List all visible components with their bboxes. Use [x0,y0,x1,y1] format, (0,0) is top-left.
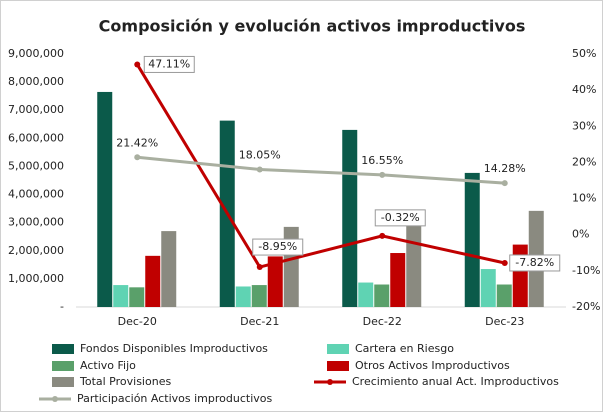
legend-label: Participación Activos improductivos [77,392,272,405]
bar [480,269,496,307]
line-point [256,264,263,271]
bar [342,129,358,307]
x-tick-label: Dec-21 [240,315,279,328]
x-tick-label: Dec-23 [485,315,524,328]
bar [406,217,422,307]
bar [235,286,251,307]
line-point [256,166,263,173]
label-box [509,254,561,272]
line-series [137,155,505,185]
y-tick-label: 4,000,000 [8,188,64,201]
y-tick-label: - [60,300,64,313]
y2-tick-label: 30% [572,119,596,132]
y-tick-label: 8,000,000 [8,75,64,88]
data-label: 21.42% [116,136,158,149]
y-tick-label: 7,000,000 [8,103,64,116]
data-label: -8.95% [258,240,297,253]
data-label: 14.28% [484,162,526,175]
x-tick-label: Dec-20 [118,315,157,328]
y-tick-label: 1,000,000 [8,272,64,285]
bar [512,244,528,307]
data-label: 18.05% [239,148,281,161]
legend-swatch [327,361,349,371]
bar [145,255,161,307]
legend-swatch [327,344,349,354]
y2-tick-label: 10% [572,192,596,205]
line-point [501,180,508,187]
bar [161,231,177,307]
bar [374,284,390,307]
y-tick-label: 6,000,000 [8,131,64,144]
label-box [143,55,195,73]
line-point [134,154,141,161]
data-label: 16.55% [361,154,403,167]
legend-label: Cartera en Riesgo [355,342,454,355]
y2-tick-label: 50% [572,47,596,60]
y-tick-label: 2,000,000 [8,244,64,257]
data-label: 47.11% [148,57,190,70]
chart-title: Composición y evolución activos improduc… [99,17,526,36]
y2-tick-label: 20% [572,155,596,168]
line-point [379,232,386,239]
legend-point [327,379,333,385]
line-point [134,61,141,68]
bar [113,285,129,307]
y-tick-label: 9,000,000 [8,47,64,60]
data-label: -0.32% [381,211,420,224]
bar [267,256,283,307]
bar [496,284,512,307]
legend-label: Total Provisiones [79,375,171,388]
bar [251,285,267,307]
legend-label: Otros Activos Improductivos [355,359,510,372]
line-point [379,171,386,178]
label-box [374,209,426,227]
line-point [501,259,508,266]
bar [97,91,113,307]
legend-label: Activo Fijo [80,359,136,372]
bar [129,287,145,307]
x-tick-label: Dec-22 [363,315,402,328]
bar [358,282,374,307]
y-tick-label: 3,000,000 [8,216,64,229]
label-box [252,238,304,256]
y-tick-label: 5,000,000 [8,159,64,172]
legend-point [52,396,58,402]
legend-swatch [52,344,74,354]
y2-tick-label: -20% [572,300,600,313]
y2-tick-label: -10% [572,264,600,277]
data-label: -7.82% [515,256,554,269]
bar [464,172,480,307]
legend-swatch [52,361,74,371]
y2-tick-label: 0% [572,228,589,241]
legend-label: Fondos Disponibles Improductivos [80,342,268,355]
legend-label: Crecimiento anual Act. Improductivos [352,375,559,388]
bar [390,253,406,307]
y2-tick-label: 40% [572,83,596,96]
line-series [135,63,506,269]
legend-swatch [52,377,74,387]
